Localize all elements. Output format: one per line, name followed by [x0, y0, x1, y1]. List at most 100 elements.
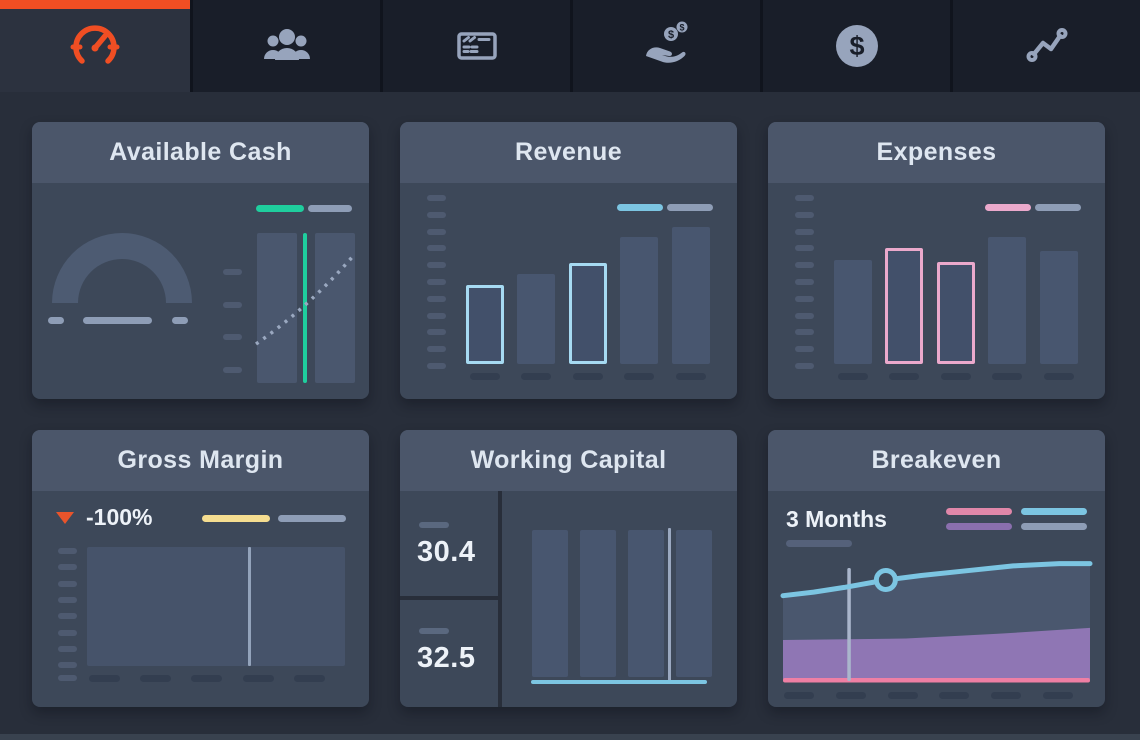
gross-margin-title: Gross Margin [117, 446, 284, 474]
tab-performance[interactable] [950, 0, 1140, 92]
y-axis-tick [223, 302, 242, 308]
bar [672, 227, 710, 364]
revenue-chart [400, 122, 737, 399]
card-working-capital: 30.4 32.5 Working Capital [400, 430, 737, 707]
revenue-title: Revenue [514, 138, 622, 166]
gauge-axis-dash [83, 317, 152, 324]
marker-line [303, 233, 307, 383]
svg-text:$: $ [679, 23, 684, 33]
speedometer-icon [69, 20, 121, 72]
baseline [531, 680, 707, 684]
bar [466, 285, 504, 364]
y-axis-tick [427, 295, 446, 302]
y-axis-tick [795, 228, 814, 235]
legend-dash [946, 523, 1012, 530]
y-axis-tick [427, 211, 446, 218]
x-axis-label-dash [784, 692, 814, 699]
dollar-circle-icon: $ [832, 21, 882, 71]
marker-line [668, 528, 671, 681]
metric-label-dash [419, 522, 449, 528]
y-axis-tick [58, 580, 77, 587]
bar [315, 233, 355, 383]
bar [988, 237, 1026, 364]
bar [620, 237, 658, 364]
card-available-cash: Available Cash [32, 122, 369, 399]
x-axis-label-dash [838, 373, 868, 380]
y-axis-tick [58, 596, 77, 603]
legend-dash-target [308, 205, 352, 212]
y-axis-tick [795, 363, 814, 369]
y-axis-tick [795, 295, 814, 302]
y-axis-tick [58, 645, 77, 652]
tab-customers[interactable] [190, 0, 380, 92]
card-title: Available Cash [32, 122, 369, 183]
period-underline-dash [786, 540, 852, 547]
card-title: Gross Margin [32, 430, 369, 491]
y-axis-tick [795, 211, 814, 218]
card-breakeven: 3 Months Breakeven [768, 430, 1105, 707]
x-axis-label-dash [941, 373, 971, 380]
legend-dash-target [1035, 204, 1081, 211]
y-axis-tick [58, 564, 77, 571]
legend-dash-actual [985, 204, 1031, 211]
legend-dash-actual [256, 205, 304, 212]
bar [580, 530, 616, 677]
y-axis-tick [58, 662, 77, 669]
y-axis-tick [58, 613, 77, 620]
y-axis-tick [427, 245, 446, 252]
available-cash-title: Available Cash [109, 138, 292, 166]
expenses-title: Expenses [876, 138, 997, 166]
tab-dashboard[interactable] [0, 0, 190, 92]
legend-dash [1021, 523, 1087, 530]
marker-line [248, 547, 251, 666]
bottom-edge-strip [0, 734, 1140, 740]
gross-margin-change: -100% [86, 504, 153, 530]
y-axis-tick [795, 346, 814, 353]
y-axis-tick [427, 228, 446, 235]
working-capital-title: Working Capital [470, 446, 667, 474]
y-axis-tick [223, 334, 242, 340]
tab-income[interactable]: $ $ [570, 0, 760, 92]
decrease-arrow-icon [56, 512, 74, 524]
legend-dash-actual [202, 515, 270, 522]
y-axis-tick [427, 195, 446, 201]
trend-line-icon [1022, 21, 1072, 71]
y-axis-tick [427, 363, 446, 369]
y-axis-tick [58, 548, 77, 554]
x-axis-label-dash [573, 373, 603, 380]
x-axis-label-dash [1044, 373, 1074, 380]
x-axis-label-dash [889, 373, 919, 380]
widget-grid: Available Cash Revenue Expenses -100% Gr… [32, 122, 1105, 707]
chart-svg [255, 253, 356, 346]
y-axis-tick [795, 312, 814, 319]
legend-dash-target [667, 204, 713, 211]
working-capital-value-bottom: 32.5 [417, 642, 476, 674]
bar [937, 262, 975, 364]
legend-dash-target [278, 515, 346, 522]
metric-label-dash [419, 628, 449, 634]
svg-text:$: $ [849, 31, 864, 61]
y-axis-tick [223, 367, 242, 373]
x-axis-label-dash [624, 373, 654, 380]
x-axis-label-dash [470, 373, 500, 380]
gross-margin-chart: -100% [32, 430, 369, 707]
tab-bar: $ $ $ [0, 0, 1140, 92]
svg-text:$: $ [667, 29, 673, 41]
tab-invoices[interactable] [380, 0, 570, 92]
y-axis-tick [795, 279, 814, 285]
y-axis-tick [427, 279, 446, 285]
tab-cash[interactable]: $ [760, 0, 950, 92]
x-axis-label-dash [888, 692, 918, 699]
y-axis-tick [58, 629, 77, 636]
x-axis-label-dash [243, 675, 274, 682]
users-icon [262, 21, 312, 71]
bar [676, 530, 712, 677]
x-axis-label-dash [191, 675, 222, 682]
x-axis-label-dash [991, 692, 1021, 699]
panel-divider-horizontal [400, 596, 498, 600]
bar [517, 274, 555, 364]
card-title: Working Capital [400, 430, 737, 491]
breakeven-title: Breakeven [871, 446, 1002, 474]
y-axis-tick [427, 329, 446, 336]
breakeven-chart: 3 Months [768, 430, 1105, 707]
